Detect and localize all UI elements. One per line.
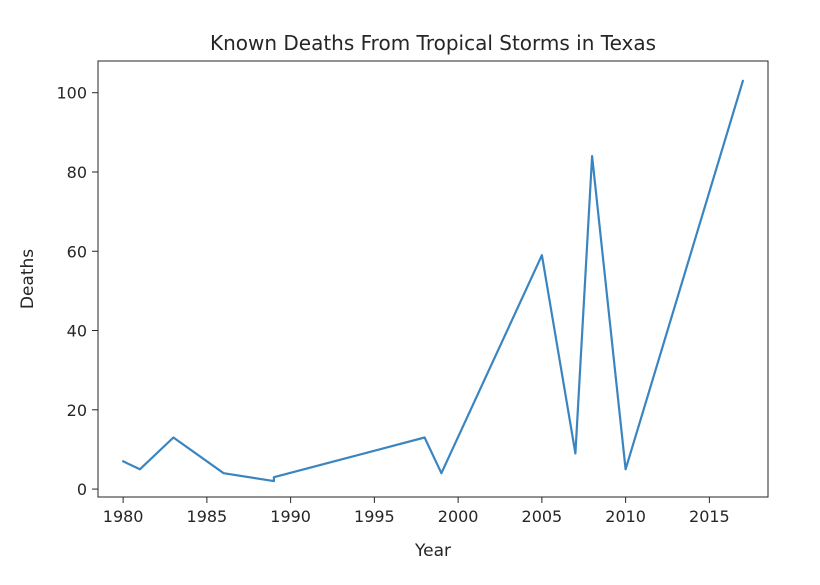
x-tick-label: 2005: [522, 507, 563, 526]
x-tick-label: 2015: [689, 507, 730, 526]
y-tick-label: 40: [67, 322, 87, 341]
y-axis-label: Deaths: [18, 249, 38, 309]
series-line: [121, 79, 745, 483]
x-tick-label: 1985: [187, 507, 228, 526]
y-axis: 0 20 40 60 80 100: [56, 84, 98, 499]
y-tick-label: 100: [56, 84, 87, 103]
x-tick-label: 2010: [605, 507, 646, 526]
x-tick-label: 2000: [438, 507, 479, 526]
series-layer: [121, 79, 745, 483]
x-axis: 1980 1985 1990 1995 2000 2005 2010 2015: [103, 497, 730, 526]
plot-background: [98, 61, 768, 497]
y-tick-label: 60: [67, 242, 87, 261]
x-axis-label: Year: [414, 541, 451, 561]
x-tick-label: 1980: [103, 507, 144, 526]
chart-title: Known Deaths From Tropical Storms in Tex…: [210, 31, 656, 55]
y-tick-label: 80: [67, 163, 87, 182]
plot-frame: [97, 60, 769, 498]
x-tick-label: 1995: [354, 507, 395, 526]
y-tick-label: 20: [67, 401, 87, 420]
y-tick-label: 0: [77, 480, 87, 499]
x-tick-label: 1990: [270, 507, 311, 526]
